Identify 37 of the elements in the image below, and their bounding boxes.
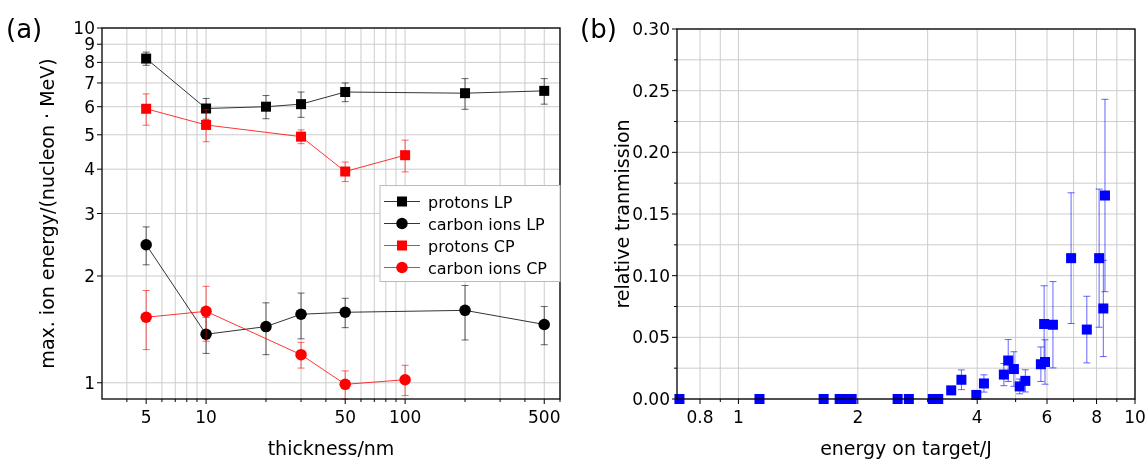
y-tick-label: 5 (84, 124, 95, 145)
y-tick-label: 6 (84, 96, 95, 117)
legend-label: protons LP (428, 192, 513, 212)
y-tick-label: 3 (84, 203, 95, 224)
y-tick-label: 2 (84, 265, 95, 286)
y-tick-label: 8 (84, 52, 95, 73)
chart-title: (b) (580, 14, 617, 44)
chart-title: (a) (6, 14, 43, 44)
x-tick-label: 1 (733, 407, 744, 427)
y-tick-label: 0.30 (632, 19, 670, 39)
y-tick-label: 1 (84, 372, 95, 393)
legend-label: protons CP (428, 236, 515, 256)
y-tick-label: 0.25 (632, 80, 670, 101)
y-tick-label: 4 (84, 159, 95, 180)
y-axis-title: relative tranmission (611, 119, 633, 309)
x-tick-label: 50 (334, 407, 357, 427)
x-tick-label: 0.8 (686, 407, 714, 427)
y-tick-label: 0.15 (632, 204, 670, 224)
x-tick-label: 6 (1041, 407, 1053, 427)
x-tick-label: 5 (140, 407, 152, 427)
y-tick-label: 0.20 (632, 142, 670, 163)
y-tick-label: 0.00 (632, 389, 670, 409)
x-tick-label: 10 (1124, 407, 1146, 427)
legend-label: carbon ions CP (428, 258, 548, 278)
x-tick-label: 2 (852, 407, 864, 427)
legend-label: carbon ions LP (428, 214, 546, 234)
y-axis-title: max. ion energy/(nucleon · MeV) (36, 58, 58, 369)
x-tick-label: 4 (971, 407, 983, 427)
y-tick-label: 0.05 (632, 327, 670, 348)
x-tick-label: 100 (388, 407, 422, 427)
x-axis-title: thickness/nm (267, 437, 395, 459)
x-tick-label: 10 (195, 407, 217, 427)
y-tick-label: 0.10 (632, 265, 670, 286)
y-tick-label: 7 (84, 72, 95, 93)
x-tick-label: 500 (528, 407, 561, 427)
x-axis-title: energy on target/J (820, 437, 992, 459)
x-tick-label: 8 (1091, 407, 1102, 427)
